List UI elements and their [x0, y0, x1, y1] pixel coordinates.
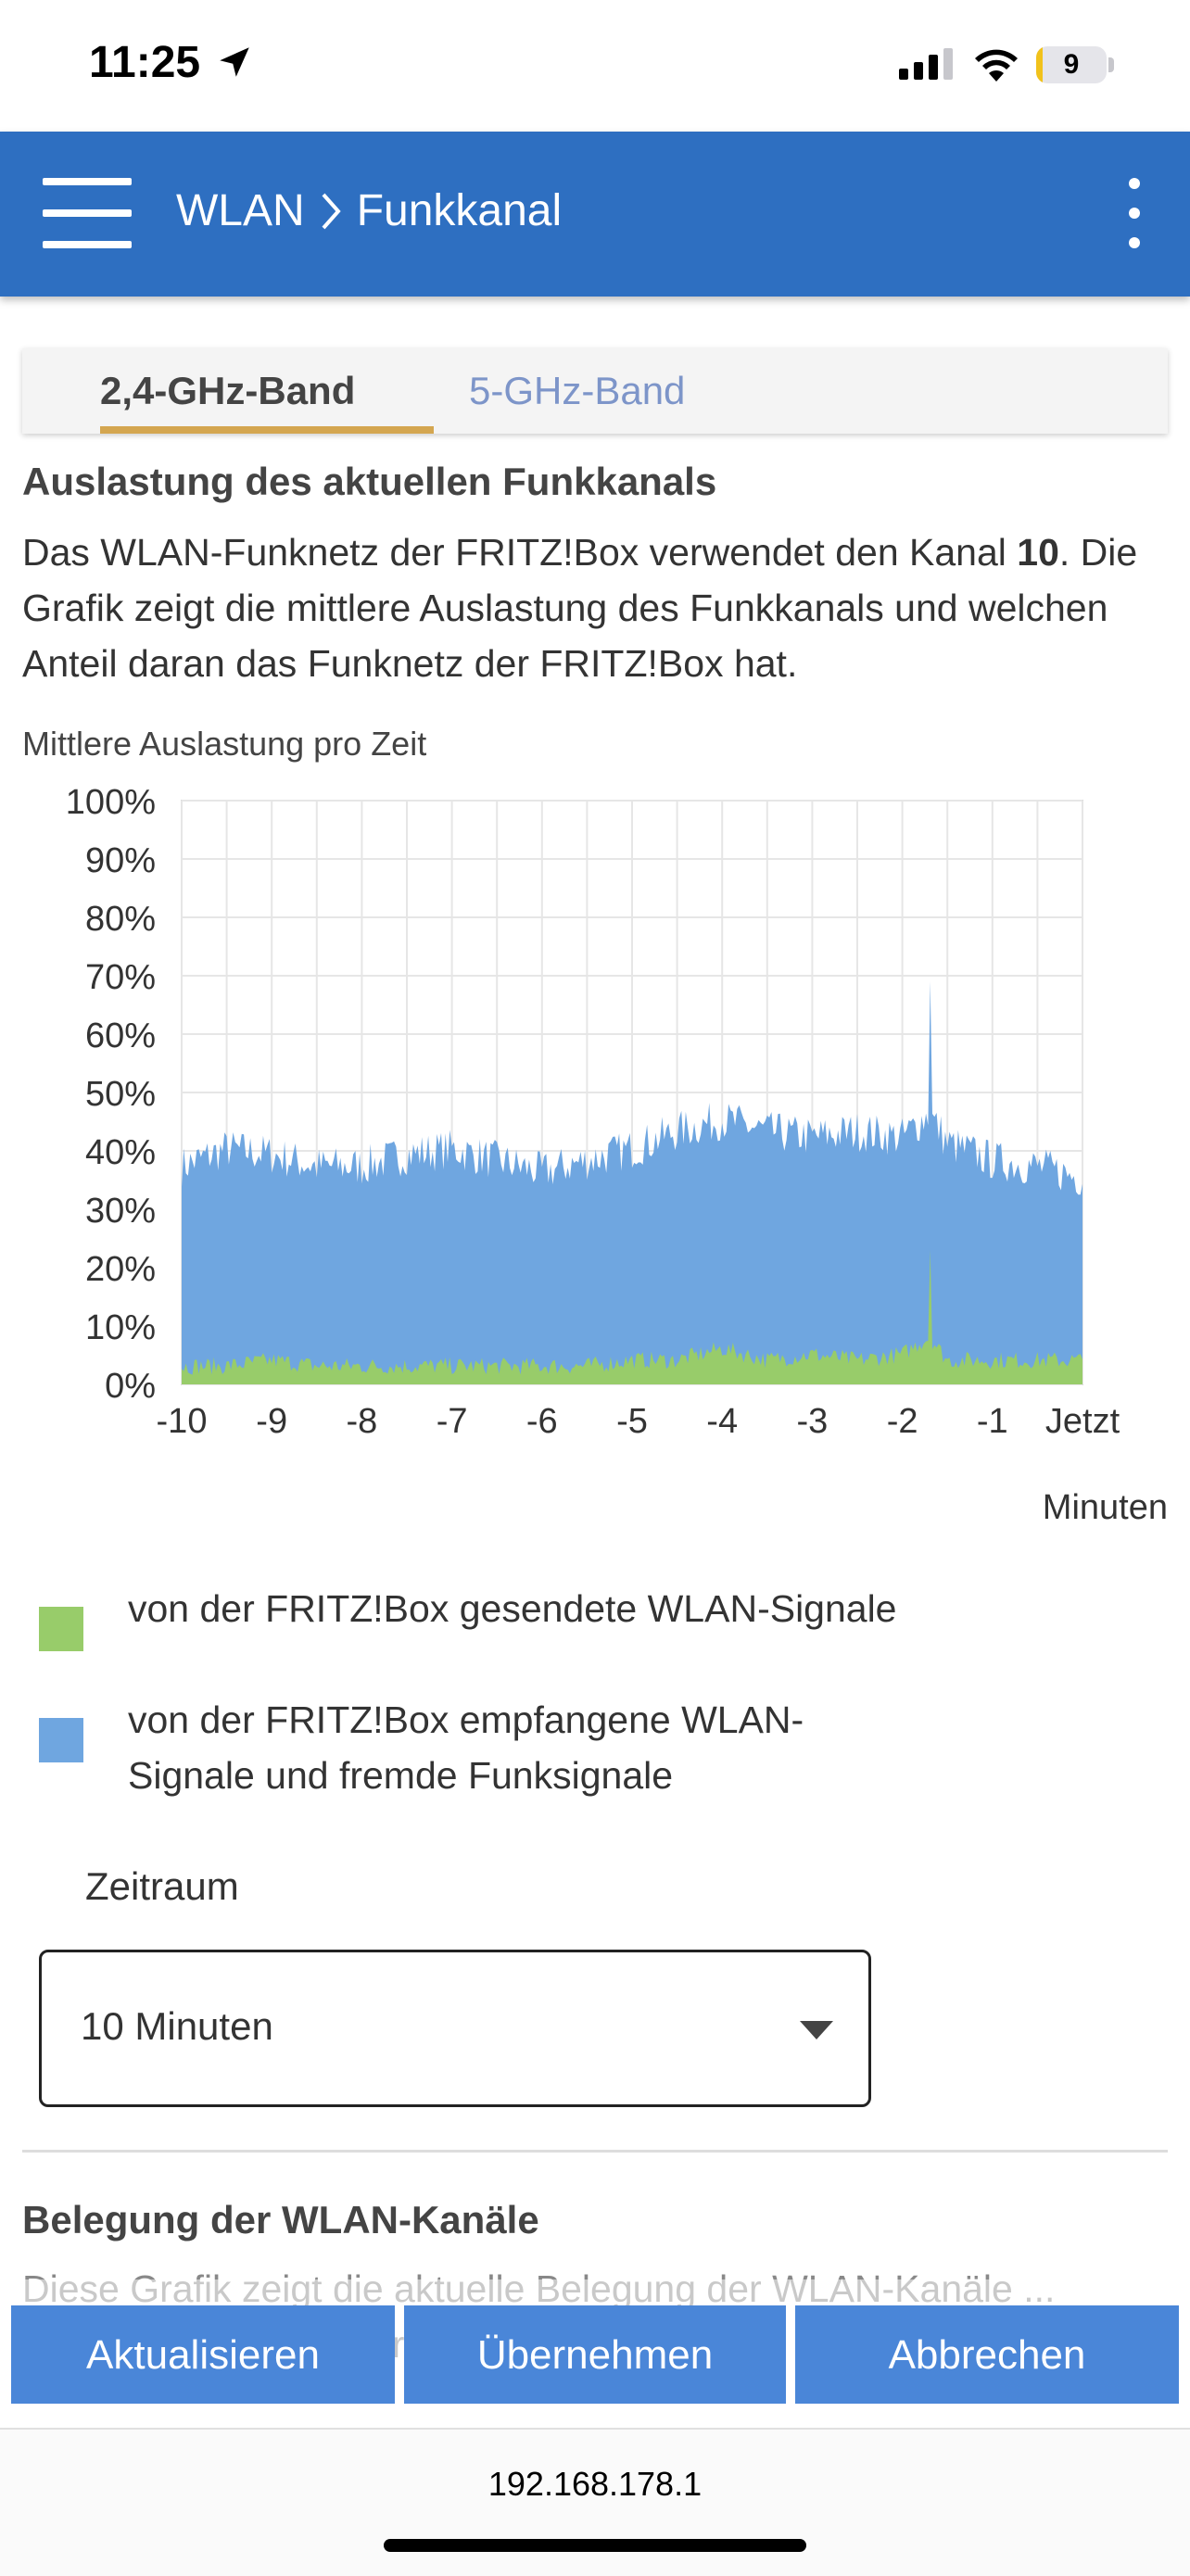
- breadcrumb-page: Funkkanal: [356, 186, 563, 235]
- y-tick-label: 30%: [85, 1192, 156, 1231]
- x-tick-label: -9: [256, 1402, 287, 1441]
- tab-2-4-ghz[interactable]: 2,4-GHz-Band: [100, 369, 356, 412]
- utilization-description: Das WLAN-Funknetz der FRITZ!Box verwende…: [22, 524, 1171, 691]
- more-options-icon[interactable]: [1112, 172, 1157, 256]
- battery-icon: 9: [1036, 46, 1107, 83]
- x-tick-label: Jetzt: [1045, 1402, 1120, 1441]
- x-tick-label: -10: [157, 1402, 208, 1441]
- status-bar: 11:25 9: [0, 0, 1190, 132]
- active-tab-indicator: [100, 426, 434, 434]
- y-tick-label: 0%: [105, 1367, 156, 1406]
- cancel-button[interactable]: Abbrechen: [795, 2305, 1179, 2404]
- channel-number: 10: [1017, 531, 1059, 574]
- x-axis-unit: Minuten: [1042, 1488, 1168, 1527]
- legend-label-received: von der FRITZ!Box empfangene WLAN-Signal…: [128, 1698, 804, 1797]
- legend-label-sent: von der FRITZ!Box gesendete WLAN-Signale: [128, 1587, 897, 1630]
- action-bar: Aktualisieren Übernehmen Abbrechen: [0, 2279, 1190, 2428]
- battery-fill: [1036, 46, 1043, 83]
- y-tick-label: 70%: [85, 958, 156, 997]
- location-arrow-icon: [220, 47, 249, 77]
- home-indicator[interactable]: [384, 2539, 806, 2552]
- battery-level: 9: [1063, 49, 1080, 80]
- legend-item-sent: von der FRITZ!Box gesendete WLAN-Signale: [39, 1581, 897, 1692]
- tab-5-ghz[interactable]: 5-GHz-Band: [469, 369, 686, 412]
- legend-item-received: von der FRITZ!Box empfangene WLAN-Signal…: [39, 1692, 873, 1803]
- wifi-icon: [975, 49, 1018, 82]
- y-tick-label: 20%: [85, 1250, 156, 1289]
- url-text[interactable]: 192.168.178.1: [487, 2465, 703, 2503]
- browser-url-bar: 192.168.178.1: [0, 2428, 1190, 2576]
- app-header: WLAN Funkkanal: [0, 132, 1190, 297]
- x-tick-label: -4: [706, 1402, 738, 1441]
- x-tick-label: -7: [437, 1402, 468, 1441]
- apply-button[interactable]: Übernehmen: [404, 2305, 786, 2404]
- legend-swatch-received: [39, 1718, 83, 1762]
- x-tick-label: -2: [887, 1402, 918, 1441]
- battery-tip: [1108, 57, 1114, 72]
- dropdown-arrow-icon: [800, 2021, 833, 2039]
- refresh-button[interactable]: Aktualisieren: [11, 2305, 395, 2404]
- y-tick-label: 50%: [85, 1075, 156, 1114]
- band-tabs: 2,4-GHz-Band 5-GHz-Band: [22, 348, 1168, 434]
- y-tick-label: 80%: [85, 900, 156, 939]
- utilization-chart: 100%90%80%70%60%50%40%30%20%10%0% -10 -9-…: [66, 783, 1120, 1441]
- section-heading-channels: Belegung der WLAN-Kanäle: [22, 2198, 539, 2241]
- y-tick-label: 10%: [85, 1308, 156, 1347]
- legend-swatch-sent: [39, 1607, 83, 1651]
- chevron-right-icon: [322, 193, 341, 229]
- series-area-sent: [182, 1250, 1082, 1384]
- x-tick-label: -8: [347, 1402, 378, 1441]
- timeframe-label: Zeitraum: [85, 1864, 239, 1908]
- x-axis-labels: -10 -9 -8 -7 -6 -5 -4 -3 -2 -1 Jetzt: [157, 1402, 1120, 1441]
- section-divider: [22, 2150, 1168, 2153]
- chart-areas: [182, 981, 1082, 1384]
- description-text-end: . Die Grafik zeigt die mittlere Auslastu…: [22, 531, 1138, 685]
- x-tick-label: -3: [797, 1402, 829, 1441]
- y-tick-label: 40%: [85, 1133, 156, 1172]
- y-tick-label: 60%: [85, 1017, 156, 1055]
- breadcrumb-section[interactable]: WLAN: [176, 186, 305, 235]
- y-axis-labels: 100% 90% 80% 70% 60% 50% 40% 30% 20% 10% 0%: [66, 783, 156, 1406]
- description-text: Das WLAN-Funknetz der FRITZ!Box verwende…: [22, 531, 1018, 574]
- x-tick-label: -6: [526, 1402, 558, 1441]
- cellular-signal-icon: [899, 48, 953, 80]
- breadcrumb: WLAN Funkkanal: [176, 185, 562, 236]
- y-tick-label: 100%: [66, 783, 156, 822]
- section-heading-utilization: Auslastung des aktuellen Funkkanals: [22, 460, 717, 503]
- timeframe-value: 10 Minuten: [81, 2004, 273, 2048]
- series-area-received: [182, 981, 1082, 1384]
- y-tick-label: 90%: [85, 841, 156, 880]
- menu-icon[interactable]: [43, 178, 132, 248]
- clock: 11:25: [89, 38, 201, 87]
- x-tick-label: -1: [977, 1402, 1008, 1441]
- chart-title: Mittlere Auslastung pro Zeit: [22, 725, 427, 763]
- timeframe-select[interactable]: 10 Minuten: [39, 1950, 871, 2107]
- x-tick-label: -5: [616, 1402, 648, 1441]
